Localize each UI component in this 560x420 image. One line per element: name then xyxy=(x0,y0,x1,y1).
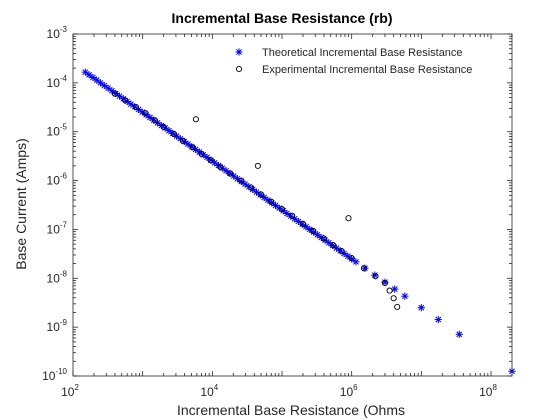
experimental-point xyxy=(170,130,177,137)
experimental-point xyxy=(189,144,196,151)
theoretical-point xyxy=(391,285,399,293)
theoretical-point xyxy=(313,231,321,239)
tick-labels: 102 104 106 108 10-3 10-4 10-5 10-6 10-7 10-8 10-9… xyxy=(42,25,497,399)
experimental-point xyxy=(160,123,167,131)
theoretical-point xyxy=(184,140,192,148)
legend-marker-experimental xyxy=(235,65,243,73)
theoretical-point xyxy=(417,304,425,312)
y-tick-label: 10-6 xyxy=(47,172,68,188)
experimental-point xyxy=(180,137,187,144)
experimental-point xyxy=(381,279,388,287)
experimental-point xyxy=(198,150,205,158)
experimental-point xyxy=(268,198,275,205)
theoretical-point xyxy=(96,79,105,87)
experimental-point xyxy=(289,212,296,219)
legend-marker-theoretical xyxy=(235,48,243,56)
legend-asterisk xyxy=(235,48,243,56)
experimental-point xyxy=(310,227,317,235)
theoretical-point xyxy=(283,209,291,218)
experimental-point xyxy=(360,265,368,272)
experimental-point xyxy=(254,162,261,169)
experimental-point xyxy=(122,97,129,104)
experimental-point xyxy=(227,170,234,177)
theoretical-point xyxy=(104,84,112,92)
theoretical-point xyxy=(85,71,93,79)
y-tick-label: 10-10 xyxy=(42,367,67,383)
x-axis-label: Incremental Base Resistance (Ohms xyxy=(177,402,405,418)
experimental-point xyxy=(248,184,255,191)
plot-area xyxy=(73,34,512,376)
x-tick-label: 102 xyxy=(61,383,79,399)
theoretical-point xyxy=(134,105,143,114)
experimental-point xyxy=(132,103,139,111)
experimental-point xyxy=(345,215,352,222)
experimental-point xyxy=(142,110,149,117)
experimental-point xyxy=(348,254,355,262)
legend-entry-theoretical: Theoretical Incremental Base Resistance xyxy=(262,47,463,59)
theoretical-point xyxy=(127,100,135,108)
experimental-point xyxy=(111,90,118,97)
y-tick-label: 10-3 xyxy=(47,25,68,41)
y-tick-label: 10-5 xyxy=(47,123,68,139)
experimental-point xyxy=(299,220,307,227)
theoretical-point xyxy=(352,258,360,266)
experimental-point xyxy=(151,117,158,124)
plot-frame xyxy=(72,33,513,377)
experimental-point xyxy=(394,303,401,310)
experimental-point xyxy=(278,206,286,213)
theoretical-point xyxy=(279,207,287,215)
theoretical-point xyxy=(434,315,442,324)
theoretical-point xyxy=(93,76,101,84)
experimental-point xyxy=(192,116,199,123)
theoretical-point xyxy=(89,73,97,82)
theoretical-point xyxy=(81,68,89,76)
experimental-point xyxy=(320,235,328,242)
experimental-point xyxy=(372,273,379,280)
theoretical-point xyxy=(138,108,146,116)
experimental-point xyxy=(338,248,345,255)
x-tick-label: 104 xyxy=(200,383,218,399)
chart-title: Incremental Base Resistance (rb) xyxy=(172,10,393,26)
y-axis-label: Base Current (Amps) xyxy=(13,138,29,269)
data-markers xyxy=(81,68,516,375)
x-tick-label: 108 xyxy=(479,383,497,399)
theoretical-point xyxy=(260,193,268,202)
x-tick-label: 106 xyxy=(340,383,358,399)
legend-entry-experimental: Experimental Incremental Base Resistance xyxy=(262,64,472,76)
experimental-point xyxy=(386,287,393,294)
y-tick-label: 10-7 xyxy=(47,220,68,236)
y-tick-label: 10-8 xyxy=(47,269,68,285)
theoretical-point xyxy=(241,180,249,188)
axis-ticks xyxy=(72,33,513,377)
theoretical-point xyxy=(401,292,409,300)
experimental-point xyxy=(207,157,214,164)
y-tick-label: 10-9 xyxy=(47,318,68,334)
theoretical-point xyxy=(146,113,154,122)
experimental-point xyxy=(217,163,224,171)
experimental-point xyxy=(238,177,245,184)
theoretical-point xyxy=(264,196,272,204)
theoretical-point xyxy=(455,330,463,338)
theoretical-point xyxy=(306,225,314,234)
theoretical-point xyxy=(271,201,280,210)
experimental-point xyxy=(390,295,397,302)
experimental-point xyxy=(257,191,265,198)
theoretical-point xyxy=(332,244,341,252)
legend-circle xyxy=(235,65,243,73)
theoretical-point xyxy=(165,127,173,135)
experimental-point xyxy=(329,241,337,249)
theoretical-point xyxy=(100,81,108,90)
legend: Theoretical Incremental Base Resistance … xyxy=(235,47,472,76)
y-tick-label: 10-4 xyxy=(47,74,68,90)
